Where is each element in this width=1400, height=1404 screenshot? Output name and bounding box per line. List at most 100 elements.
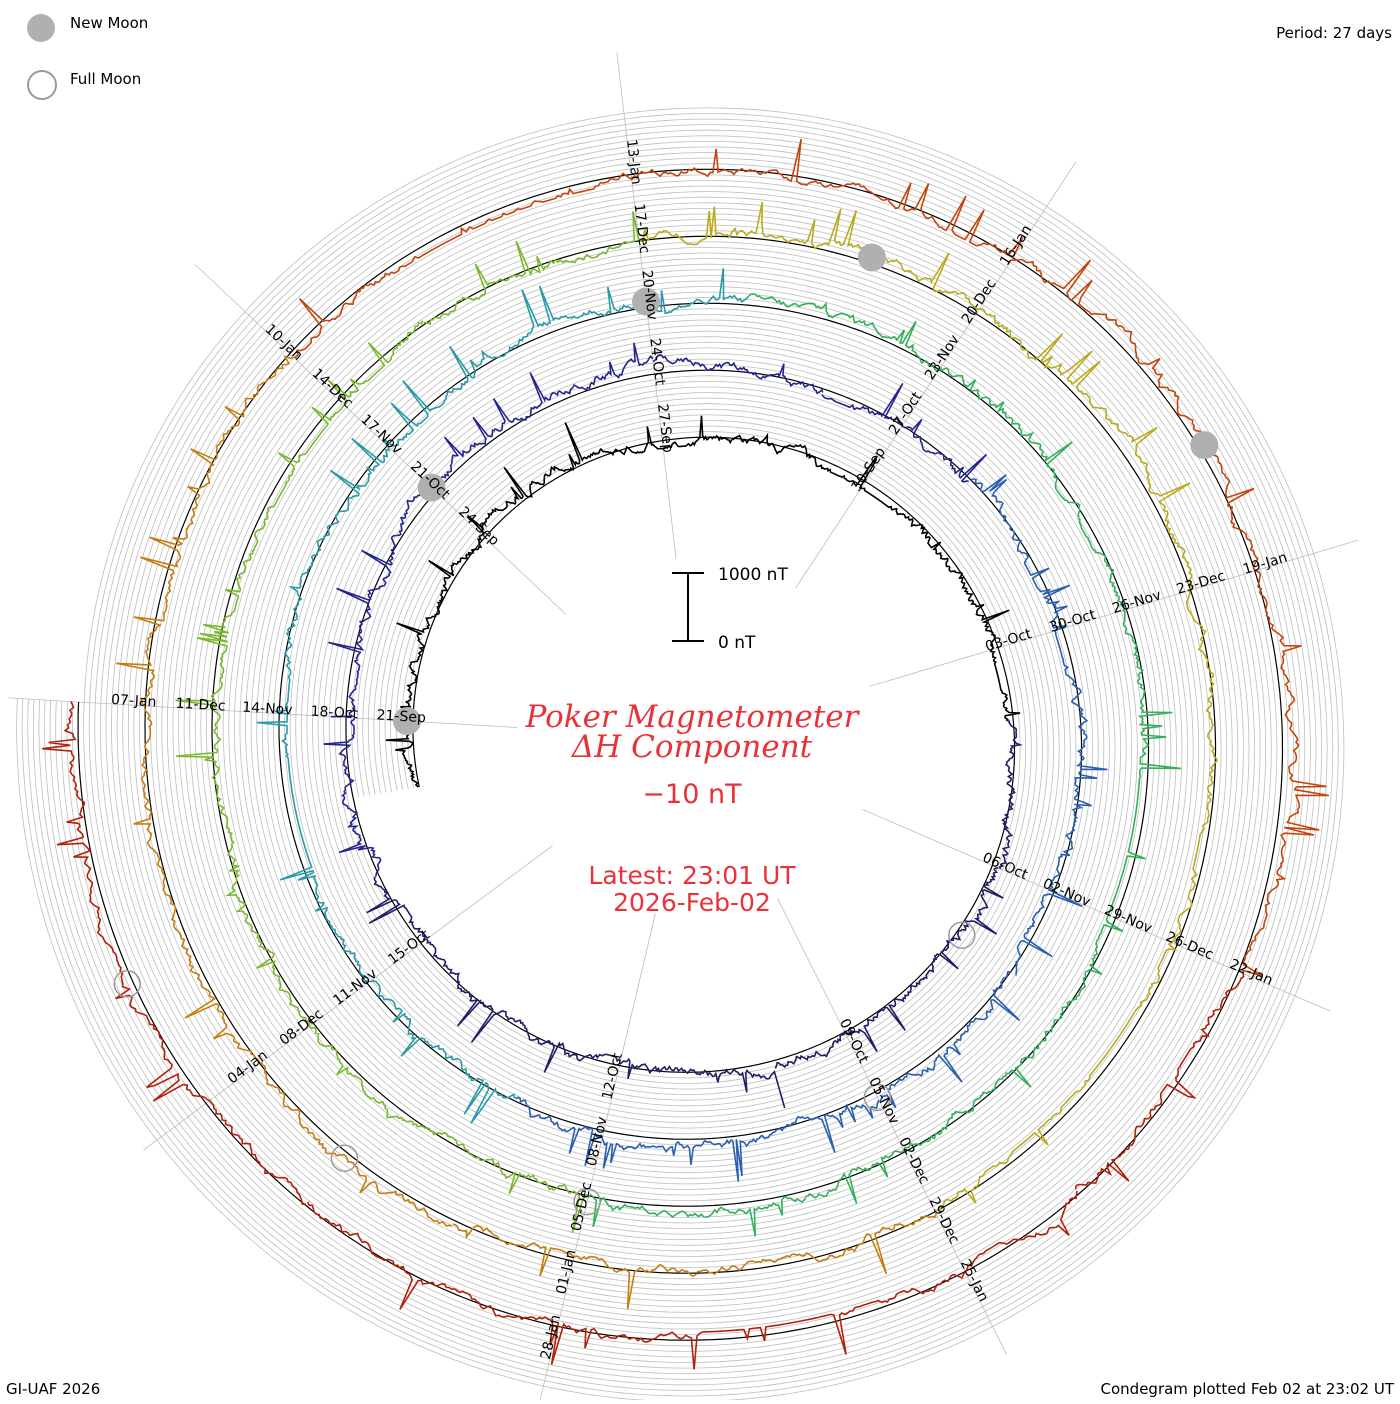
date-label: 30-Oct [1048,607,1099,636]
date-label: 17-Dec [631,203,653,254]
magnetometer-trace-segment [861,487,966,584]
magnetometer-trace-segment [970,474,1070,632]
date-label: 11-Nov [330,966,380,1009]
magnetometer-trace-segment [1053,630,1108,807]
footer-plotted: Condegram plotted Feb 02 at 23:02 UT [1100,1380,1394,1398]
magnetometer-trace-segment [293,212,507,359]
magnetometer-trace-segment [277,320,424,498]
magnetometer-trace-segment [307,1201,559,1346]
footer-credit: GI-UAF 2026 [6,1380,101,1398]
magnetometer-trace-segment [961,583,1021,721]
magnetometer-trace-segment [805,1089,994,1204]
magnetometer-trace-segment [382,289,548,447]
new-moon-marker [632,287,660,316]
grid-spiral [49,141,1311,1369]
magnetometer-trace-segment [1011,258,1208,444]
magnetometer-trace-segment [934,1046,1113,1214]
grid-spoke [8,697,518,728]
magnetometer-trace-segment [587,1193,807,1237]
magnetometer-trace-segment [638,201,875,253]
magnetometer-trace-segment [176,709,254,931]
date-label: 07-Jan [111,692,157,711]
magnetometer-trace-segment [146,834,262,1064]
grid-spoke [194,264,567,615]
magnetometer-trace-segment [366,876,478,1002]
new-moon-marker [1190,431,1219,460]
full-moon-marker [863,1083,892,1112]
magnetometer-trace-segment [1015,804,1084,976]
chart-subtitle: ΔH Component [571,729,813,765]
magnetometer-trace-segment [140,355,294,581]
date-label: 13-Jan [623,139,644,186]
grid-spiral [38,129,1322,1380]
grid-spiral [60,152,1300,1358]
magnetometer-trace-segment [652,354,824,395]
date-label: 20-Dec [959,276,1000,327]
magnetometer-trace-segment [250,929,387,1110]
magnetometer-trace-segment [457,999,622,1073]
magnetometer-trace-segment [592,415,733,457]
magnetometer-trace-segment [697,1213,937,1276]
magnetometer-trace-segment [261,1061,453,1228]
magnetometer-trace-segment [369,980,517,1124]
date-label: 01-Jan [553,1248,579,1296]
magnetometer-trace-segment [42,701,124,986]
grid-spiral [66,157,1294,1352]
date-label: 12-Oct [599,1051,626,1101]
magnetometer-trace-segment [619,1057,786,1109]
grid-spoke [143,845,553,1151]
new-moon-legend-icon [27,14,55,42]
grid-spoke [795,161,1077,588]
new-moon-marker [857,243,886,272]
grid-spoke [862,808,1331,1012]
magnetometer-trace-segment [774,991,911,1069]
date-label: 26-Nov [1110,587,1163,617]
magnetometer-trace-segment [385,1107,589,1234]
magnetometer-trace-segment [696,1099,880,1182]
new-moon-legend-label: New Moon [70,14,149,32]
magnetometer-trace-segment [821,382,988,483]
date-label: 23-Dec [1175,568,1227,598]
full-moon-legend-icon [27,70,57,100]
magnetometer-trace-segment [731,432,878,489]
magnetometer-trace-segment [940,367,1081,518]
date-label: 14-Nov [242,700,293,719]
full-moon-marker [948,921,976,949]
date-label: 18-Oct [310,704,359,723]
magnetometer-trace-segment [492,342,654,432]
date-label: 19-Jan [1241,550,1289,578]
magnetometer-trace-segment [467,422,594,536]
magnetometer-trace-segment [762,138,1024,259]
latest-date: 2026-Feb-02 [613,888,771,917]
grid-spoke [777,898,1008,1355]
magnetometer-trace-segment [748,293,940,372]
full-moon-marker [113,970,141,998]
moon-layer [113,243,1219,1216]
magnetometer-trace-segment [256,617,299,809]
grid-spiral [33,124,1328,1386]
scale-top-label: 1000 nT [718,565,788,585]
chart-title: Poker Magnetometer [525,699,861,735]
date-label: 21-Sep [376,707,426,726]
magnetometer-trace-segment [116,579,172,835]
magnetometer-trace-segment [328,549,394,718]
latest-time: Latest: 23:01 UT [588,861,796,890]
magnetometer-trace-segment [279,808,369,984]
grid-spiral [44,135,1317,1375]
magnetometer-trace-segment [832,1190,1078,1355]
full-moon-legend-label: Full Moon [70,70,142,88]
magnetometer-trace-segment [1070,360,1193,591]
magnetometer-trace-segment [288,437,390,619]
full-moon-marker [573,1187,601,1216]
date-label: 11-Dec [175,696,226,715]
magnetometer-trace-segment [998,719,1023,870]
magnetometer-trace-segment [323,718,382,877]
magnetometer-trace-segment [1111,827,1206,1048]
magnetometer-trace-segment [175,496,280,711]
magnetometer-trace-segment [1186,590,1218,828]
date-label: 20-Nov [638,269,660,321]
grid-spiral [27,118,1334,1391]
magnetometer-trace-segment [991,915,1124,1091]
